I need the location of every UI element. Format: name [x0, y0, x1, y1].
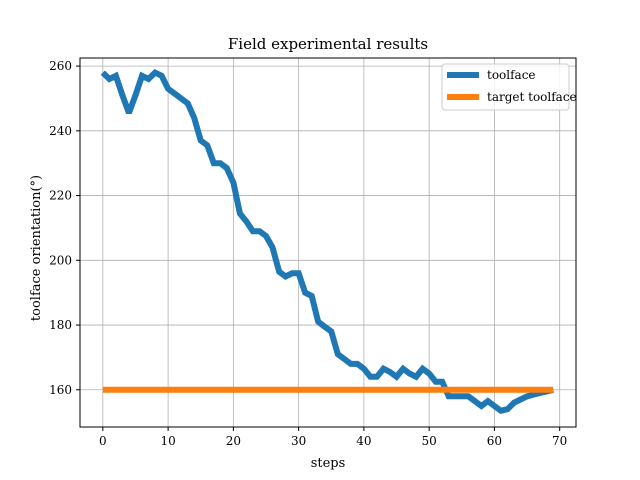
x-axis-label: steps [311, 456, 346, 471]
y-tick-label: 220 [49, 189, 72, 203]
ticks: 0 10 20 30 40 50 60 70 160 180 200 220 240 260 [49, 59, 567, 448]
x-tick-label: 60 [487, 434, 502, 448]
y-tick-label: 160 [49, 383, 72, 397]
x-tick-label: 30 [291, 434, 306, 448]
series-line-toolface [100, 68, 554, 415]
plot-frame [79, 57, 577, 428]
x-tick-label: 40 [356, 434, 371, 448]
y-tick-label: 260 [49, 59, 72, 73]
x-tick-label: 70 [552, 434, 567, 448]
y-tick-label: 180 [49, 318, 72, 332]
x-tick-label: 20 [226, 434, 241, 448]
y-axis-label: toolface orientation(°) [29, 175, 44, 321]
y-tick-label: 200 [49, 253, 72, 267]
series-group [100, 68, 554, 415]
legend-label-target-toolface: target toolface [487, 90, 577, 104]
legend-label-toolface: toolface [487, 68, 536, 82]
legend: toolface target toolface [441, 63, 577, 111]
x-tick-label: 0 [99, 434, 107, 448]
x-tick-label: 50 [422, 434, 437, 448]
x-tick-label: 10 [160, 434, 175, 448]
chart-title: Field experimental results [228, 35, 428, 53]
y-tick-label: 240 [49, 124, 72, 138]
grid [80, 58, 576, 427]
